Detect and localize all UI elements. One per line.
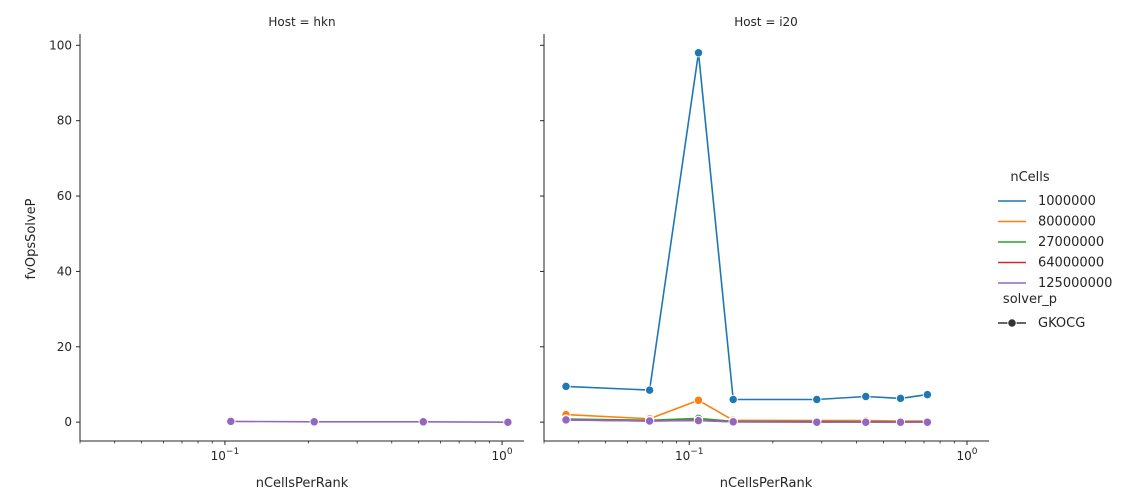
x-tick-label: 10−1 (211, 447, 240, 463)
data-point-125000000 (693, 415, 704, 426)
panel-hkn: Host = hkn 0 20 40 60 80 100 10−1 100 nCellsPer… (49, 15, 524, 491)
data-point-125000000 (561, 415, 571, 425)
legend-label-27000000: 27000000 (1038, 235, 1104, 250)
legend-style-marker (1007, 318, 1017, 328)
data-point-125000000 (861, 417, 871, 427)
data-point-1000000 (693, 48, 704, 58)
data-point-1000000 (922, 389, 933, 400)
panel-i20: Host = i20 10−1 100 nCellsPerRank (540, 15, 989, 491)
series-line-125000000 (230, 420, 508, 424)
data-point-125000000 (226, 416, 236, 427)
y-tick-label: 0 (64, 415, 72, 429)
data-point-125000000 (728, 417, 738, 427)
legend: nCells 1000000 8000000 27000000 64000000 125… (998, 170, 1112, 331)
y-tick-label: 40 (57, 264, 72, 278)
y-tick-label: 20 (57, 340, 72, 354)
x-axis-label-i20: nCellsPerRank (720, 476, 813, 491)
data-point-8000000 (693, 395, 704, 405)
data-point-1000000 (728, 394, 738, 405)
series-line-125000000 (565, 419, 928, 424)
data-point-125000000 (418, 417, 428, 427)
panel-hkn-plot: 0 20 40 60 80 100 10−1 100 (49, 34, 524, 463)
x-tick-label: 100 (956, 447, 977, 463)
panel-title-hkn: Host = hkn (268, 15, 335, 29)
panel-i20-plot: 10−1 100 (540, 34, 989, 463)
y-axis-label: fvOpsSolveP (24, 198, 39, 279)
panel-title-i20: Host = i20 (734, 15, 798, 29)
series-line-8000000 (565, 399, 928, 422)
legend-label-64000000: 64000000 (1038, 256, 1104, 271)
legend-label-8000000: 8000000 (1038, 215, 1096, 230)
data-point-125000000 (644, 416, 655, 426)
data-point-1000000 (644, 385, 655, 395)
data-point-1000000 (812, 394, 822, 405)
data-point-125000000 (309, 417, 319, 427)
data-point-1000000 (561, 381, 571, 392)
legend-style-title: solver_p (1003, 292, 1057, 307)
series-line-1000000 (565, 51, 928, 401)
y-tick-label: 80 (57, 114, 72, 128)
y-tick-label: 100 (49, 38, 72, 52)
legend-entries: 1000000 8000000 27000000 64000000 125000000 (998, 194, 1112, 291)
legend-hue-title: nCells (1010, 170, 1050, 185)
data-point-125000000 (503, 417, 513, 427)
legend-style-entry: GKOCG (1038, 316, 1085, 331)
data-point-125000000 (922, 417, 933, 427)
x-axis-label-hkn: nCellsPerRank (256, 476, 349, 491)
x-tick-label: 100 (492, 447, 513, 463)
x-tick-label: 10−1 (675, 447, 704, 463)
data-point-125000000 (895, 417, 906, 427)
data-point-1000000 (861, 391, 871, 402)
y-tick-label: 60 (57, 189, 72, 203)
data-point-1000000 (895, 393, 906, 404)
data-point-125000000 (812, 417, 822, 427)
legend-label-1000000: 1000000 (1038, 194, 1096, 209)
legend-label-125000000: 125000000 (1038, 276, 1112, 291)
